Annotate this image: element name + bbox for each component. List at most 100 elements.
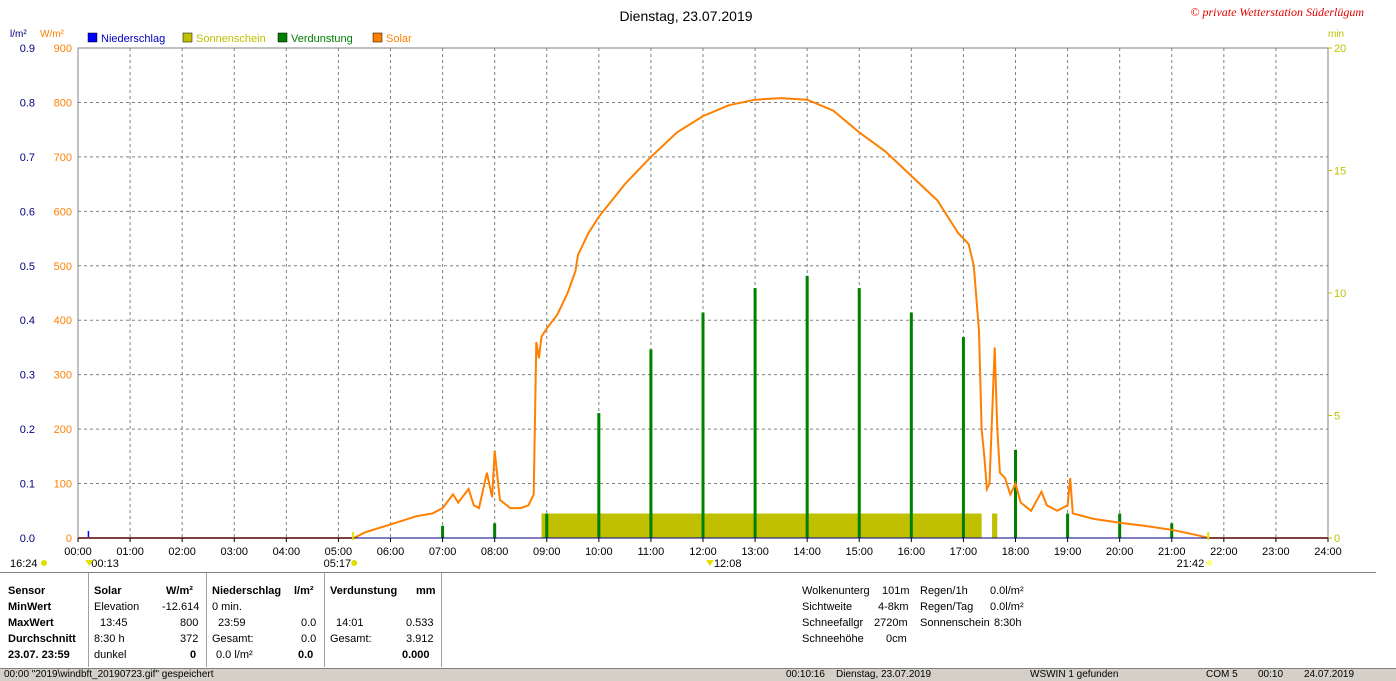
xtick-label: 13:00 [741,546,769,558]
evap-max-value: 0.533 [406,617,434,629]
evap-max-label: 14:01 [336,617,364,629]
xtick-label: 03:00 [220,546,248,558]
evaporation-bar [545,513,549,538]
ytick-lm2: 0.4 [20,315,35,327]
evap-avg-value: 3.912 [406,633,434,645]
sunset-dot [1206,560,1213,566]
xtick-label: 04:00 [273,546,301,558]
evaporation-bar [701,312,705,538]
status-date: Dienstag, 23.07.2019 [836,669,932,680]
evaporation-bar [649,349,653,538]
ytick-min: 15 [1334,166,1346,178]
ytick-lm2: 0.1 [20,479,35,491]
xtick-label: 10:00 [585,546,613,558]
extra1-label-1: Sichtweite [802,601,853,613]
legend-label-1: Sonnenschein [196,33,266,45]
right-axis-unit: min [1328,29,1344,40]
evaporation-bar [753,288,757,538]
legend-swatch-1 [182,32,193,43]
solar-min-value: -12.614 [162,601,200,613]
legend-swatch-3 [372,32,383,43]
ytick-lm2: 0.0 [20,533,35,545]
xtick-label: 23:00 [1262,546,1290,558]
precip-min-label: 0 min. [212,601,242,613]
evaporation-bar [857,288,861,538]
sunrise-dot [351,560,358,566]
xtick-label: 15:00 [845,546,873,558]
status-clock: 00:10 [1258,669,1284,680]
ytick-wm2: 600 [54,206,72,218]
row-label-avg: Durchschnitt [8,633,76,645]
xtick-label: 05:00 [325,546,353,558]
xtick-label: 21:00 [1158,546,1186,558]
precip-current-value: 0.0 [298,649,314,661]
solar-max-label: 13:45 [100,617,128,629]
extra1-value-3: 0cm [886,633,907,645]
legend-label-0: Niederschlag [101,33,165,45]
evaporation-bar [805,275,809,538]
evaporation-bar [1118,513,1122,538]
evap-current-value: 0.000 [402,649,430,661]
xtick-label: 12:00 [689,546,717,558]
sunshine-bar [541,513,982,538]
ytick-min: 5 [1334,411,1340,423]
xtick-label: 07:00 [429,546,457,558]
extra1-label-3: Schneehöhe [802,633,864,645]
xtick-label: 24:00 [1314,546,1342,558]
precip-max-value: 0.0 [301,617,317,629]
extra2-value-0: 0.0l/m² [990,585,1024,597]
ytick-min: 20 [1334,43,1346,55]
precip-avg-label: Gesamt: [212,633,254,645]
precip-max-label: 23:59 [218,617,246,629]
precip-current-label: 0.0 l/m² [216,649,253,661]
bars-layer [87,275,1174,538]
xtick-label: 08:00 [481,546,509,558]
noon-label: 12:08 [714,558,742,570]
status-device: WSWIN 1 gefunden [1030,669,1119,680]
ytick-min: 0 [1334,533,1340,545]
xtick-label: 18:00 [1002,546,1030,558]
solar-line [78,97,1328,539]
axes-layer: Dienstag, 23.07.2019 © private Wetterstat… [10,5,1364,570]
extra2-label-0: Regen/1h [920,585,968,597]
evaporation-bar [1066,513,1070,538]
solar-max-value: 800 [180,617,199,629]
status-bar: 00:00 "2019\windbft_20190723.gif" gespei… [0,668,1396,681]
precip-avg-value: 0.0 [301,633,317,645]
ytick-wm2: 0 [66,533,72,545]
ytick-wm2: 500 [54,261,72,273]
extra2-label-2: Sonnenschein [920,617,990,629]
extra2-value-2: 8:30h [994,617,1022,629]
ytick-wm2: 900 [54,43,72,55]
sunshine-bar [992,513,998,538]
ytick-lm2: 0.6 [20,206,35,218]
legend-swatch-0 [87,32,98,43]
precip-unit: l/m² [294,585,314,597]
status-time: 00:10:16 [786,669,825,680]
evaporation-bar [1014,449,1017,538]
evaporation-bar [961,337,965,538]
evap-header: Verdunstung [330,585,398,597]
xtick-label: 00:00 [64,546,92,558]
noon-marker [705,560,714,566]
evaporation-bar [597,413,601,538]
precip-header: Niederschlag [212,585,282,597]
extra1-value-0: 101m [882,585,910,597]
moonrise-label: 00:13 [91,558,119,570]
ytick-lm2: 0.8 [20,97,35,109]
solar-current-value: 0 [190,649,197,661]
extra1-label-0: Wolkenunterg [802,585,870,597]
chart-canvas: Dienstag, 23.07.2019 © private Wetterstat… [10,5,1364,570]
ytick-lm2: 0.9 [20,43,35,55]
status-port: COM 5 [1206,669,1238,680]
ytick-lm2: 0.3 [20,370,35,382]
solar-avg-value: 372 [180,633,199,645]
ytick-wm2: 800 [54,97,72,109]
left-axis-unit-wm2: W/m² [40,29,65,40]
xtick-label: 09:00 [533,546,561,558]
xtick-label: 22:00 [1210,546,1238,558]
extra1-value-2: 2720m [874,617,908,629]
ytick-wm2: 300 [54,370,72,382]
solar-header: Solar [94,585,122,597]
evaporation-bar [909,312,913,538]
